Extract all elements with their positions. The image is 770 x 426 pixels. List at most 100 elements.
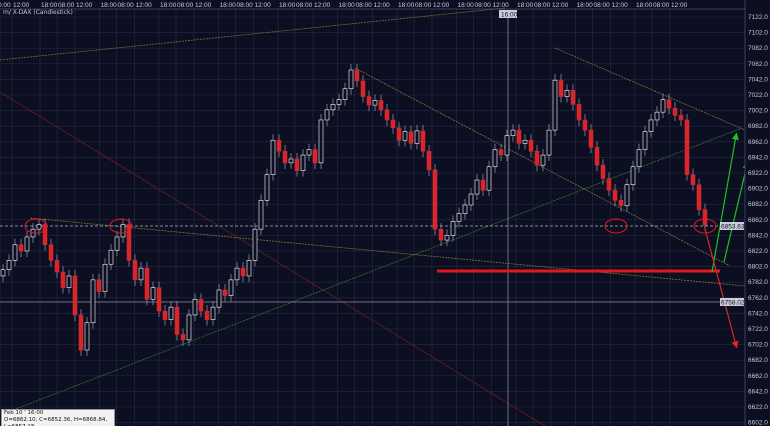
time-tick-label: 12:00: [76, 2, 93, 9]
arrow-up-icon[interactable]: [723, 161, 750, 263]
candles: [0, 64, 708, 357]
candle-bull: [564, 90, 570, 97]
price-tick-label: 6822.0: [748, 248, 768, 255]
trendline-lower[interactable]: [29, 217, 746, 287]
candle-bear: [702, 209, 708, 226]
price-tick-label: 6702.0: [748, 342, 768, 349]
candle-bear: [276, 139, 282, 152]
price-tick-label: 6602.0: [748, 420, 768, 426]
candle-bull: [636, 149, 642, 168]
candle-bear: [438, 228, 444, 241]
price-axis: 7122.0 7102.0 7082.0 7062.0 7042.0 7022.0 7002…: [744, 0, 770, 426]
time-tick-label: 08:00: [594, 2, 611, 9]
time-tick-label: 18:00: [517, 2, 534, 9]
candle-bear: [618, 200, 624, 207]
time-tick-label: 18:00: [220, 2, 237, 9]
highlight-ellipse[interactable]: [24, 218, 48, 234]
time-tick-label: 18:00: [101, 2, 118, 9]
time-tick-label: 18:00: [279, 2, 296, 9]
price-tick-label: 6782.0: [748, 279, 768, 286]
arrow-down-icon[interactable]: [704, 228, 739, 349]
candle-bear: [240, 267, 246, 277]
candle-bull: [12, 244, 18, 261]
trendline-top[interactable]: [0, 7, 506, 61]
candle-bear: [156, 287, 162, 312]
candle-bear: [426, 150, 432, 171]
candle-bear: [384, 109, 390, 121]
trendline-support[interactable]: [7, 127, 743, 413]
candle-bull: [84, 322, 90, 351]
candle-bear: [612, 189, 618, 201]
highlight-ellipse[interactable]: [693, 218, 717, 234]
price-tick-label: 6662.0: [748, 373, 768, 380]
candle-bull: [186, 314, 192, 341]
candle-bear: [198, 299, 204, 312]
time-tick-label: 12:00: [255, 2, 272, 9]
candle-bull: [246, 260, 252, 277]
candle-bear: [96, 279, 102, 292]
candle-bull: [300, 154, 306, 171]
candle-bull: [654, 111, 660, 121]
candle-bull: [450, 221, 456, 236]
candle-bear: [600, 164, 606, 179]
candle-bear: [534, 150, 540, 166]
candle-bull: [138, 267, 144, 281]
trendline-upper[interactable]: [554, 47, 746, 131]
candle-bear: [48, 244, 54, 261]
candle-bull: [456, 213, 462, 222]
price-tick-label: 6922.0: [748, 170, 768, 177]
candle-bear: [204, 310, 210, 320]
candle-bull: [36, 224, 42, 230]
time-tick-label: 12:00: [433, 2, 450, 9]
arrow-up-icon[interactable]: [711, 132, 739, 273]
time-tick-label: 0:00: [0, 2, 11, 9]
candle-bear: [570, 90, 576, 105]
candle-bull: [6, 260, 12, 271]
candle-bear: [396, 127, 402, 141]
candle-bear: [528, 139, 534, 152]
price-highlight-bg: [720, 222, 744, 230]
candle-bull: [372, 100, 378, 106]
highlight-labels: 16:00 6853.63 6758.02: [499, 10, 745, 307]
time-axis-bg: [0, 0, 745, 9]
candle-bull: [108, 249, 114, 265]
candle-bear: [354, 69, 360, 82]
time-tick-label: 08:00: [356, 2, 373, 9]
candle-bear: [690, 174, 696, 185]
candle-bear: [390, 119, 396, 129]
candle-bull: [288, 158, 294, 164]
candle-bear: [594, 146, 600, 166]
candle-bull: [306, 149, 312, 156]
time-tick-label: 08:00: [296, 2, 313, 9]
highlight-ellipse[interactable]: [604, 218, 628, 234]
price-axis-bg: [745, 0, 770, 426]
time-tick-label: 12:00: [612, 2, 629, 9]
price-tick-label: 7122.0: [748, 14, 768, 21]
info-date: Feb 10 ' 16:00: [4, 410, 44, 416]
time-tick-label: 08:00: [237, 2, 254, 9]
time-tick-label: 08:00: [475, 2, 492, 9]
price-tick-label: 6642.0: [748, 388, 768, 395]
candle-bull: [252, 228, 258, 261]
time-tick-label: 12:00: [374, 2, 391, 9]
candle-bull: [66, 275, 72, 288]
candle-bear: [174, 306, 180, 335]
candle-bull: [270, 139, 276, 175]
candle-bull: [522, 139, 528, 144]
candle-bear: [180, 334, 186, 341]
candle-bull: [468, 193, 474, 206]
highlight-ellipse[interactable]: [109, 218, 133, 234]
candle-bull: [216, 289, 222, 308]
candle-bear: [606, 178, 612, 191]
price-tick-label: 7002.0: [748, 108, 768, 115]
candle-bull: [330, 104, 336, 111]
candle-bear: [162, 310, 168, 320]
time-tick-label: 18:00: [398, 2, 415, 9]
candle-bear: [684, 119, 690, 175]
trendline-mid[interactable]: [354, 67, 731, 267]
trendline-red-diagonal[interactable]: [0, 91, 546, 426]
instrument-label: m/ X-DAX (Candlestick): [3, 9, 73, 16]
candle-bull: [552, 79, 558, 131]
time-tick-label: 12:00: [314, 2, 331, 9]
